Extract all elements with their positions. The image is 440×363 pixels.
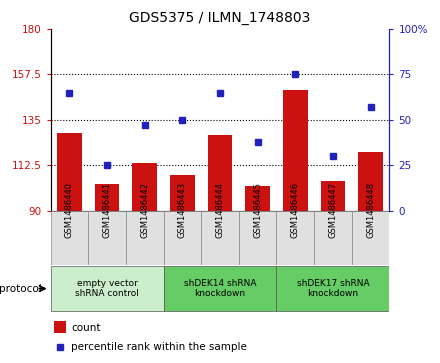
Bar	[51, 266, 164, 311]
Bar	[126, 211, 164, 265]
Bar	[51, 211, 88, 265]
Bar	[321, 181, 345, 211]
Bar	[57, 133, 82, 211]
Bar	[95, 184, 119, 211]
Bar	[201, 211, 239, 265]
Bar	[352, 211, 389, 265]
Text: shDEK17 shRNA
knockdown: shDEK17 shRNA knockdown	[297, 279, 369, 298]
Text: empty vector
shRNA control: empty vector shRNA control	[75, 279, 139, 298]
Bar	[283, 90, 308, 211]
Text: GSM1486446: GSM1486446	[291, 182, 300, 238]
Bar	[170, 175, 194, 211]
Text: GSM1486448: GSM1486448	[366, 182, 375, 238]
Title: GDS5375 / ILMN_1748803: GDS5375 / ILMN_1748803	[129, 11, 311, 25]
Bar	[164, 211, 201, 265]
Bar	[132, 163, 157, 211]
Bar	[246, 186, 270, 211]
Bar	[276, 266, 389, 311]
Text: GSM1486440: GSM1486440	[65, 182, 74, 238]
Bar	[314, 211, 352, 265]
Text: GSM1486442: GSM1486442	[140, 182, 149, 238]
Text: protocol: protocol	[0, 284, 42, 294]
Text: GSM1486447: GSM1486447	[328, 182, 337, 238]
Text: shDEK14 shRNA
knockdown: shDEK14 shRNA knockdown	[184, 279, 256, 298]
Bar	[276, 211, 314, 265]
Bar	[164, 266, 276, 311]
Text: percentile rank within the sample: percentile rank within the sample	[71, 342, 247, 352]
Bar	[208, 135, 232, 211]
Bar	[358, 152, 383, 211]
Bar	[88, 211, 126, 265]
Text: GSM1486441: GSM1486441	[103, 182, 112, 238]
Text: GSM1486444: GSM1486444	[216, 182, 224, 238]
Text: GSM1486445: GSM1486445	[253, 182, 262, 238]
Bar	[54, 321, 66, 333]
Text: GSM1486443: GSM1486443	[178, 182, 187, 238]
Bar	[239, 211, 276, 265]
Text: count: count	[71, 323, 100, 333]
